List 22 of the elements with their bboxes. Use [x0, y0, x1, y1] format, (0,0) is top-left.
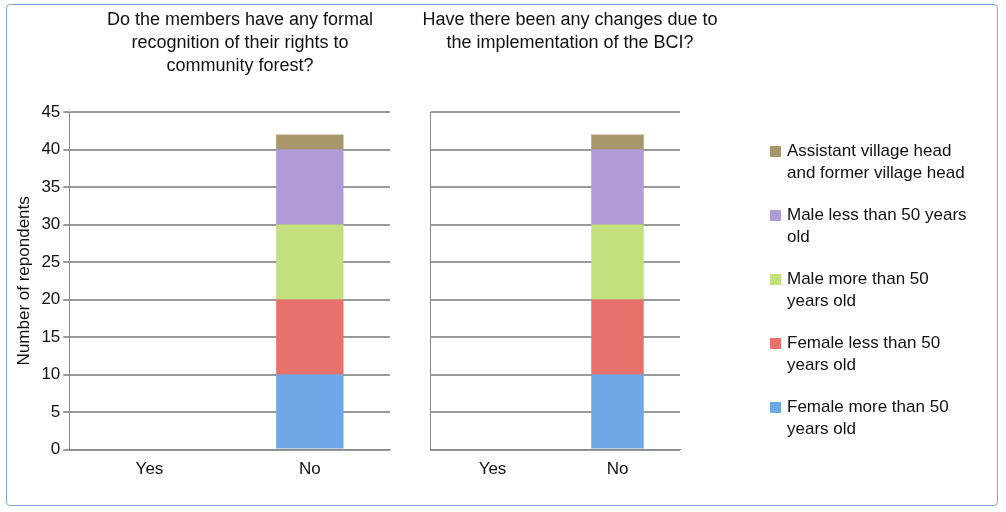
y-tick-label: 10 — [41, 364, 61, 384]
y-tick-label: 35 — [41, 176, 61, 196]
y-axis-title: Number of repondents — [13, 196, 33, 366]
y-tick-label: 45 — [41, 101, 61, 121]
legend-label: Male less than 50 years old — [787, 204, 968, 248]
y-tick-label: 15 — [41, 326, 61, 346]
legend-label: Male more than 50 years old — [787, 268, 930, 312]
y-tick-label: 30 — [41, 214, 61, 234]
legend-label: Female less than 50 years old — [787, 332, 942, 376]
y-tick-label: 0 — [50, 439, 61, 459]
chart-title: Have there been any changes due to the implementation of the BCI? — [421, 8, 719, 54]
y-tick-label: 25 — [41, 251, 61, 271]
y-tick-label: 5 — [50, 401, 61, 421]
legend-label: Assistant village head and former village head — [787, 140, 966, 184]
x-tick-label: No — [606, 459, 629, 479]
chart-title: Do the members have any formal recognition of their rights to community forest? — [105, 8, 375, 77]
y-tick-label: 20 — [41, 289, 61, 309]
x-tick-label: No — [298, 459, 321, 479]
y-tick-label: 40 — [41, 139, 61, 159]
x-tick-label: Yes — [135, 459, 164, 479]
x-tick-label: Yes — [478, 459, 507, 479]
legend-label: Female more than 50 years old — [787, 396, 950, 440]
